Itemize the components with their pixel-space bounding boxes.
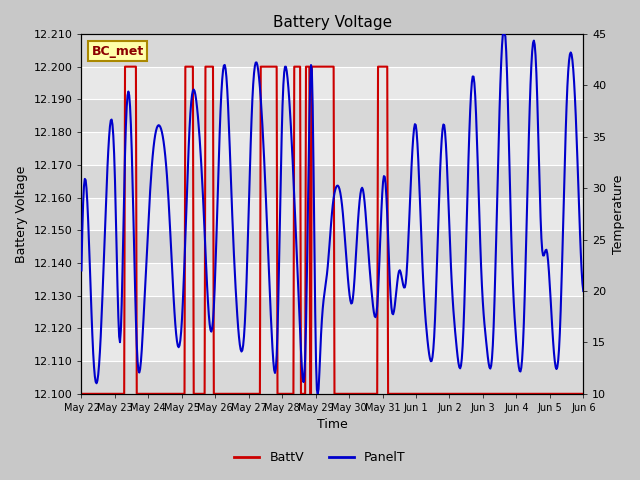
Bar (81, 296, 583, 328)
Bar (81, 165, 583, 198)
Bar (81, 361, 583, 394)
Bar (81, 198, 583, 230)
X-axis label: Time: Time (317, 419, 348, 432)
Bar (81, 99, 583, 132)
Bar (81, 34, 583, 67)
Bar (81, 67, 583, 99)
Y-axis label: Battery Voltage: Battery Voltage (15, 165, 28, 263)
Title: Battery Voltage: Battery Voltage (273, 15, 392, 30)
Legend: BattV, PanelT: BattV, PanelT (229, 446, 411, 469)
Y-axis label: Temperature: Temperature (612, 174, 625, 253)
Bar (81, 230, 583, 263)
Bar (81, 328, 583, 361)
Bar (81, 132, 583, 165)
Bar (81, 263, 583, 296)
Text: BC_met: BC_met (92, 45, 144, 58)
